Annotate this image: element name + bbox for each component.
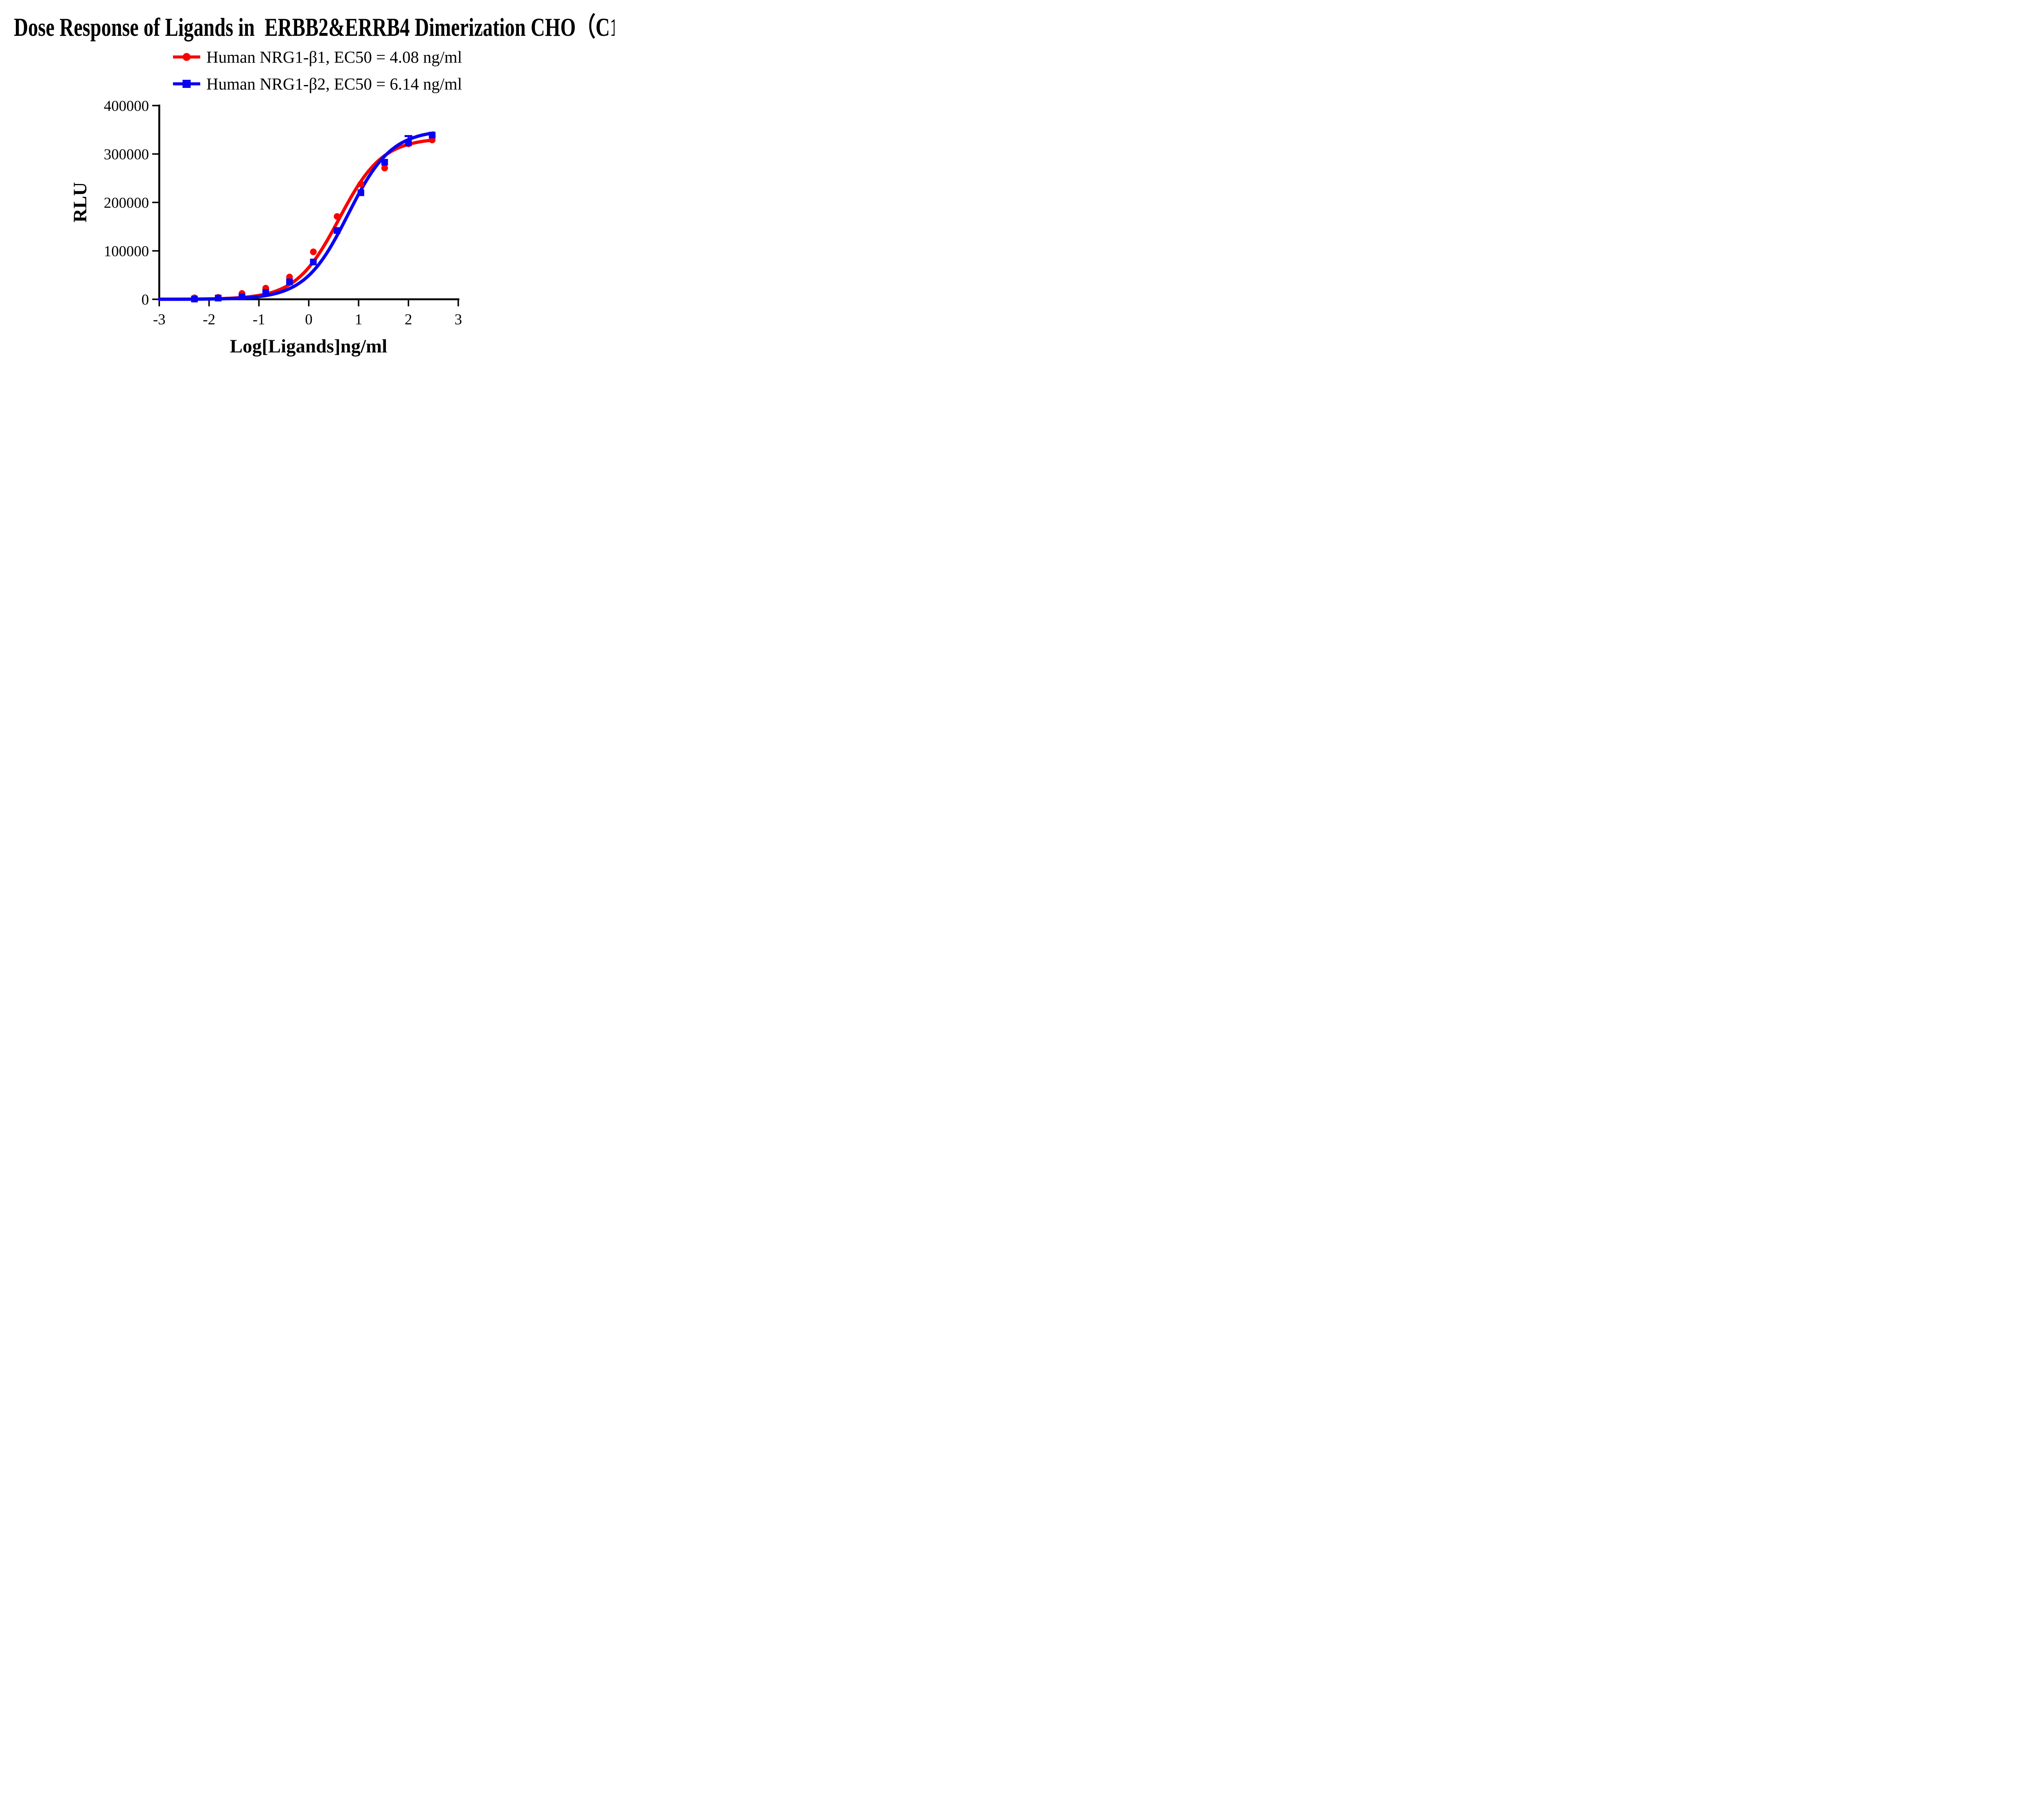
- x-tick-label: 2: [405, 311, 412, 328]
- y-tick: [152, 153, 158, 155]
- legend-label: Human NRG1-β2, EC50 = 6.14 ng/ml: [206, 74, 462, 93]
- data-point-square: [214, 295, 222, 302]
- fit-curve: [158, 138, 435, 301]
- x-tick: [258, 300, 260, 306]
- legend: Human NRG1-β1, EC50 = 4.08 ng/ml Human N…: [173, 48, 462, 93]
- y-axis-spine: [158, 105, 160, 300]
- data-point-square: [334, 227, 341, 234]
- legend-item: Human NRG1-β1, EC50 = 4.08 ng/ml: [173, 48, 462, 66]
- x-tick: [158, 300, 160, 306]
- x-tick: [308, 300, 310, 306]
- y-tick-label: 0: [142, 291, 149, 308]
- y-tick: [152, 298, 158, 300]
- fit-curve: [158, 131, 435, 301]
- legend-item: Human NRG1-β2, EC50 = 6.14 ng/ml: [173, 74, 462, 93]
- legend-circle-marker-icon: [182, 53, 191, 61]
- x-tick-label: 0: [305, 311, 313, 328]
- dose-response-chart: Dose Response of Ligands in ERBB2&ERRB4 …: [0, 0, 615, 364]
- y-tick-label: 100000: [104, 243, 149, 260]
- data-point-square: [357, 189, 364, 196]
- data-point-square: [262, 289, 269, 296]
- axis-ticks: -3 -2 -1 0 1 2 3 0 100000 200000 300000 400000: [104, 98, 462, 328]
- x-tick-label: -3: [153, 311, 166, 328]
- data-point-square: [429, 131, 436, 139]
- data-point-circle: [357, 180, 364, 188]
- x-tick: [407, 300, 409, 306]
- data-point-circle: [310, 248, 317, 255]
- x-tick-label: 1: [355, 311, 363, 328]
- y-tick-label: 400000: [104, 98, 149, 114]
- x-tick-label: -1: [253, 311, 265, 328]
- data-point-square: [405, 139, 412, 147]
- y-tick: [152, 105, 158, 107]
- y-tick: [152, 250, 158, 252]
- data-point-markers: [191, 131, 436, 303]
- x-tick: [358, 300, 359, 306]
- data-point-circle: [334, 213, 341, 220]
- chart-title: Dose Response of Ligands in ERBB2&ERRB4 …: [14, 13, 615, 42]
- fit-curves: [158, 131, 435, 301]
- x-tick: [457, 300, 459, 306]
- y-axis-title: RLU: [70, 182, 91, 222]
- y-tick-label: 300000: [104, 146, 149, 163]
- data-point-circle: [381, 164, 388, 172]
- x-tick: [208, 300, 210, 306]
- x-tick-label: -2: [203, 311, 215, 328]
- data-point-square: [239, 293, 245, 300]
- legend-square-marker-icon: [182, 80, 191, 88]
- data-point-square: [381, 159, 388, 166]
- x-axis-spine: [158, 298, 460, 300]
- data-point-square: [310, 258, 317, 265]
- chart-svg: Dose Response of Ligands in ERBB2&ERRB4 …: [14, 13, 615, 357]
- legend-label: Human NRG1-β1, EC50 = 4.08 ng/ml: [206, 48, 462, 66]
- data-point-square: [191, 295, 198, 303]
- data-point-square: [286, 278, 293, 285]
- y-tick: [152, 201, 158, 203]
- x-axis-title: Log[Ligands]ng/ml: [230, 336, 387, 357]
- x-tick-label: 3: [455, 311, 462, 328]
- y-tick-label: 200000: [104, 195, 149, 211]
